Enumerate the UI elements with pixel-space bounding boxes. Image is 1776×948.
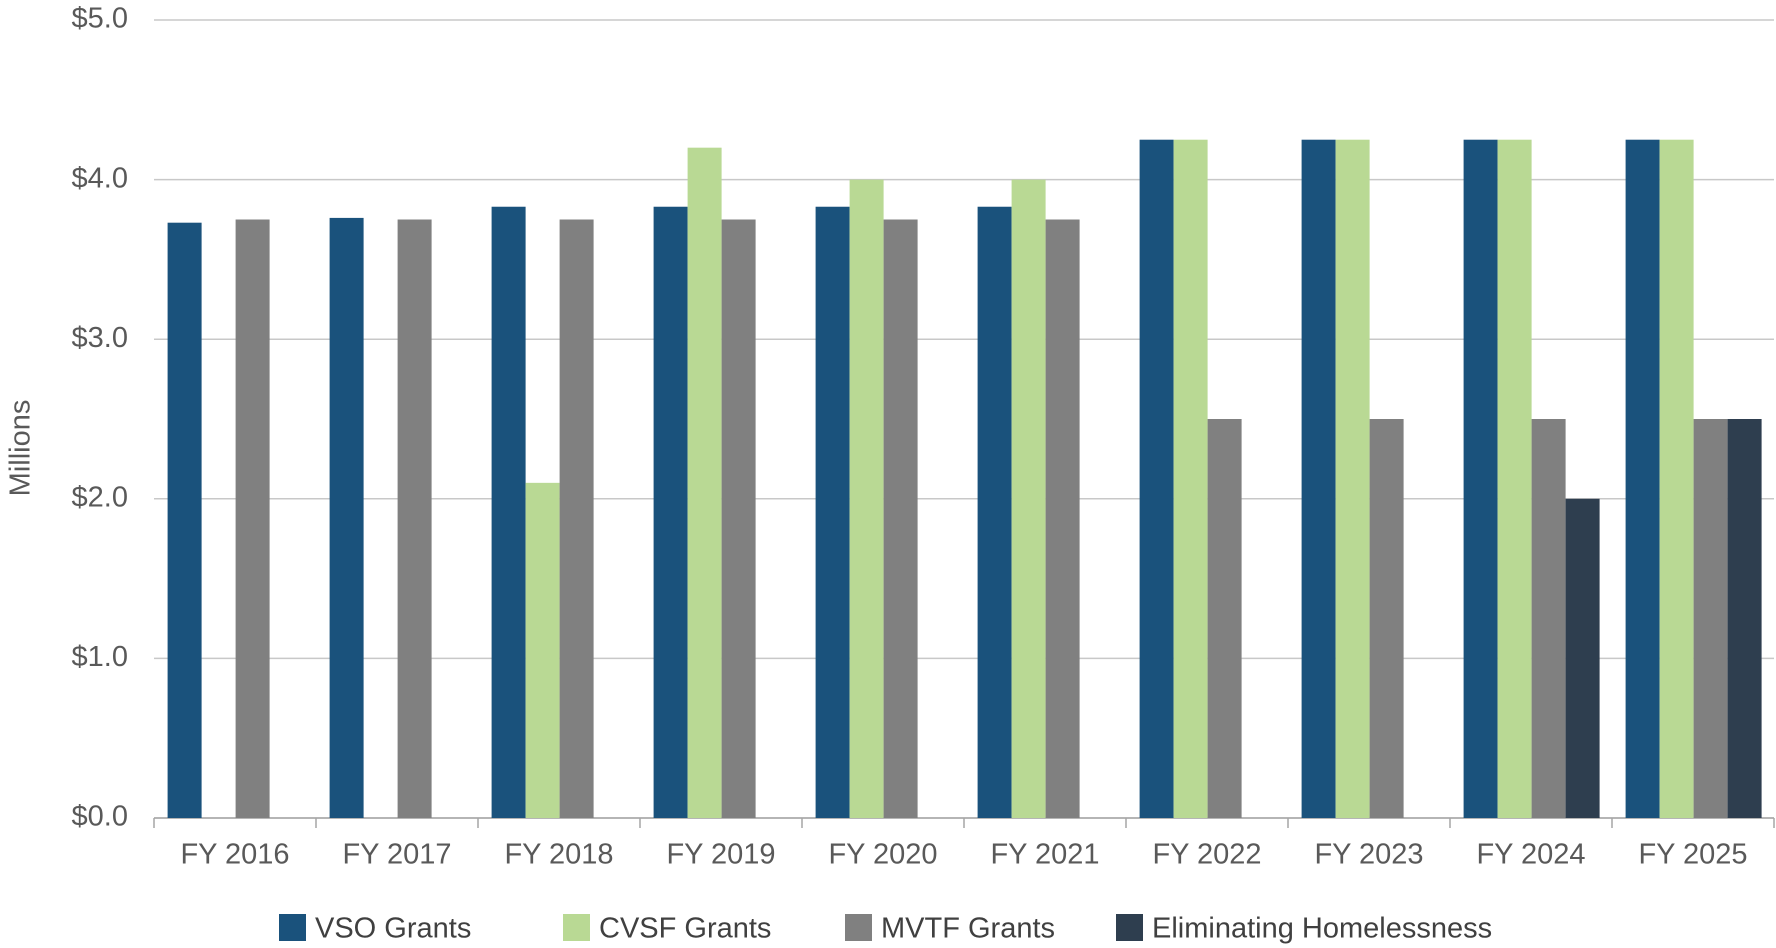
x-tick-label: FY 2025 — [1638, 839, 1747, 871]
bar — [1369, 419, 1404, 818]
legend-label: VSO Grants — [315, 913, 471, 945]
legend: VSO Grants CVSF Grants MVTF Grants Eliminat… — [279, 913, 1492, 945]
legend-swatch — [279, 914, 306, 941]
legend-label: CVSF Grants — [599, 913, 771, 945]
x-tick-label: FY 2020 — [828, 839, 937, 871]
bar — [1693, 419, 1728, 818]
bar — [1625, 139, 1660, 818]
bar — [653, 206, 688, 818]
legend-swatch — [845, 914, 872, 941]
bar — [491, 206, 526, 818]
bar — [687, 147, 722, 818]
bar — [1011, 179, 1046, 819]
x-tick-label: FY 2023 — [1314, 839, 1423, 871]
x-tick-label: FY 2021 — [990, 839, 1099, 871]
bar — [1497, 139, 1532, 818]
legend-swatch — [1116, 914, 1143, 941]
x-tick-label: FY 2016 — [180, 839, 289, 871]
bar — [1207, 419, 1242, 818]
x-tick-label: FY 2024 — [1476, 839, 1585, 871]
bar — [1463, 139, 1498, 818]
bar — [559, 219, 594, 818]
bar — [329, 217, 364, 819]
bar — [1531, 419, 1566, 818]
bar — [235, 219, 270, 818]
bar — [721, 219, 756, 818]
bar — [1139, 139, 1174, 818]
bar — [1565, 498, 1600, 818]
bar — [977, 206, 1012, 818]
bar — [167, 222, 202, 818]
y-tick-label: $2.0 — [72, 481, 128, 513]
bar — [815, 206, 850, 818]
x-tick-label: FY 2019 — [666, 839, 775, 871]
legend-swatch — [563, 914, 590, 941]
y-tick-label: $3.0 — [72, 322, 128, 354]
y-axis-label: Millions — [5, 400, 37, 497]
bar — [1727, 419, 1762, 818]
bar — [397, 219, 432, 818]
bar — [1659, 139, 1694, 818]
y-tick-label: $5.0 — [72, 3, 128, 35]
bar — [1301, 139, 1336, 818]
x-tick-label: FY 2018 — [504, 839, 613, 871]
legend-label: MVTF Grants — [881, 913, 1055, 945]
bar — [1335, 139, 1370, 818]
y-tick-label: $4.0 — [72, 162, 128, 194]
bar — [883, 219, 918, 818]
y-tick-label: $1.0 — [72, 641, 128, 673]
bar — [849, 179, 884, 819]
x-tick-label: FY 2017 — [342, 839, 451, 871]
bar — [1045, 219, 1080, 818]
bar — [525, 482, 560, 818]
y-tick-label: $0.0 — [72, 801, 128, 833]
legend-label: Eliminating Homelessness — [1152, 913, 1492, 945]
bar — [1173, 139, 1208, 818]
x-tick-label: FY 2022 — [1152, 839, 1261, 871]
